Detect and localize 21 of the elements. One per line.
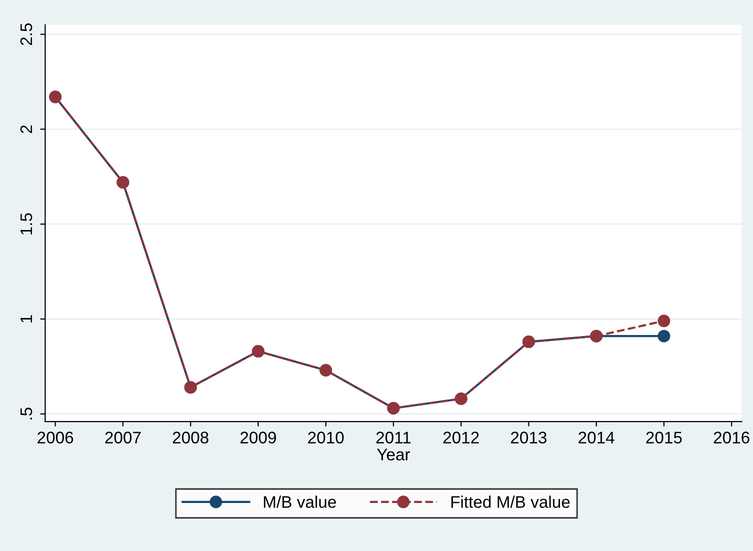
x-tick-label: 2009 bbox=[240, 432, 276, 444]
y-tick-label: 2 bbox=[20, 125, 32, 133]
x-tick-label: 2011 bbox=[376, 432, 411, 444]
x-tick-label: 2016 bbox=[714, 432, 750, 444]
legend-label: Fitted M/B value bbox=[451, 496, 570, 508]
y-tick-label: 1.5 bbox=[20, 213, 32, 234]
x-tick-label: 2006 bbox=[38, 432, 74, 444]
x-tick-label: 2015 bbox=[646, 432, 682, 444]
point bbox=[658, 330, 670, 342]
x-tick-label: 2007 bbox=[105, 432, 141, 444]
x-axis-title: Year bbox=[376, 448, 410, 460]
y-tick-label: .5 bbox=[20, 408, 32, 420]
y-tick-label: 1 bbox=[20, 315, 32, 322]
x-tick-label: 2008 bbox=[172, 432, 208, 444]
y-tick-label: 2.5 bbox=[20, 23, 32, 46]
point bbox=[658, 314, 670, 328]
x-tick-label: 2010 bbox=[308, 432, 344, 444]
x-tick-label: 2014 bbox=[578, 432, 614, 444]
legend-label: M/B value bbox=[264, 496, 336, 508]
x-tick-label: 2012 bbox=[443, 432, 479, 444]
x-tick-label: 2013 bbox=[510, 432, 546, 444]
